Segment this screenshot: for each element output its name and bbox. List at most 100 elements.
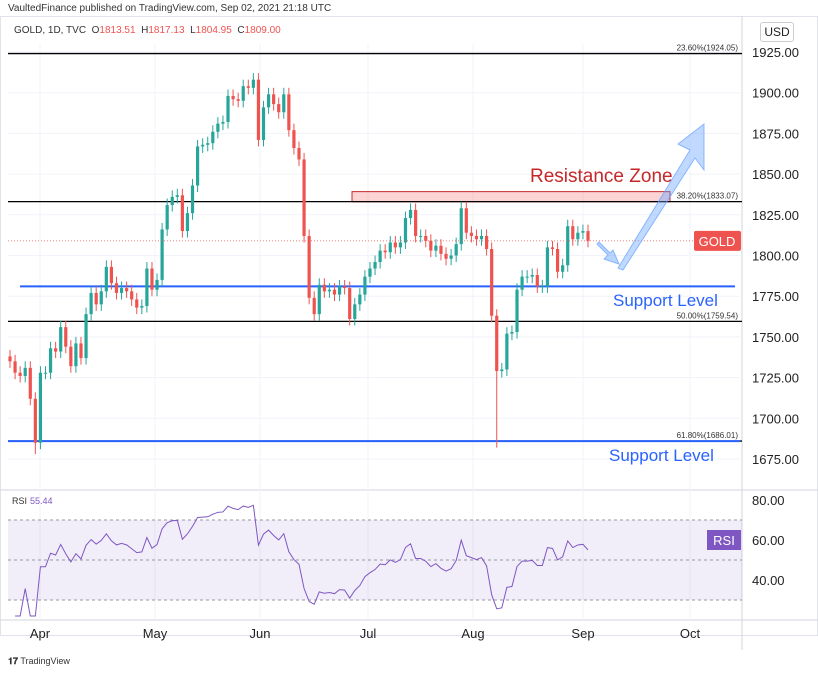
candle-body <box>363 276 367 295</box>
candle <box>419 229 423 243</box>
time-tick-label: Oct <box>680 626 701 641</box>
candle-body <box>155 279 159 290</box>
candle-body <box>48 348 53 373</box>
candle-body <box>449 255 453 259</box>
candle <box>79 336 83 365</box>
candle <box>18 366 22 383</box>
candle-body <box>272 94 276 105</box>
candle <box>444 247 448 266</box>
high-label: H <box>141 25 149 36</box>
candle-body <box>145 268 149 306</box>
candle-body <box>312 297 316 315</box>
candle <box>54 341 58 359</box>
candle-body <box>195 146 200 186</box>
candle-body <box>18 372 22 376</box>
candle <box>135 292 139 315</box>
candle <box>170 190 174 212</box>
high-value: 1817.13 <box>148 25 185 36</box>
candle <box>206 136 210 152</box>
candle-body <box>586 231 590 241</box>
candle <box>272 87 276 111</box>
candle-body <box>211 131 215 144</box>
candle-body <box>358 294 362 305</box>
candle-body <box>297 148 301 160</box>
candle-body <box>332 289 337 295</box>
rsi-tick-label: 80.00 <box>752 493 785 508</box>
candle <box>327 283 332 298</box>
candle-body <box>125 288 129 292</box>
ohlc-legend: GOLD, 1D, TVC O1813.51 H1817.13 L1804.95… <box>14 25 281 36</box>
tradingview-logo[interactable]: 𝟏𝟕 TradingView <box>8 656 70 666</box>
open-label: O <box>91 25 100 36</box>
candle <box>130 284 134 306</box>
resistance-zone-label: Resistance Zone <box>530 166 673 187</box>
candle <box>48 341 53 380</box>
candle-body <box>266 94 271 108</box>
time-tick-label: Aug <box>461 626 484 641</box>
candle-body <box>69 346 73 367</box>
candle <box>414 203 418 243</box>
candle <box>515 283 519 339</box>
candle <box>155 273 159 297</box>
candle-body <box>13 361 17 373</box>
candle <box>292 123 296 155</box>
candle-body <box>545 247 550 287</box>
candle-body <box>287 94 291 131</box>
candle-body <box>343 286 347 289</box>
open-value: 1813.51 <box>99 25 136 36</box>
candle-body <box>160 229 164 280</box>
currency-button[interactable]: USD <box>760 22 794 42</box>
candle-body <box>109 266 114 284</box>
rsi-tick-label: 60.00 <box>752 533 785 548</box>
candle-body <box>515 289 519 333</box>
rsi-line <box>15 504 589 617</box>
candle-body <box>520 276 524 290</box>
candle-body <box>373 262 377 269</box>
candle <box>540 279 544 293</box>
price-tick-label: 1800.00 <box>752 249 799 264</box>
candle <box>408 203 413 225</box>
candle-body <box>251 79 255 88</box>
candle-body <box>414 209 418 236</box>
candle <box>490 242 494 323</box>
candle <box>307 229 311 305</box>
candle-body <box>434 245 438 251</box>
candle <box>33 392 37 455</box>
fib-label: 38.20%(1833.07) <box>677 192 739 201</box>
candle-body <box>540 286 544 288</box>
candle <box>180 188 184 238</box>
candle-body <box>459 208 463 245</box>
candle-body <box>479 235 484 240</box>
candle <box>525 270 529 284</box>
candle <box>561 258 565 279</box>
candle <box>277 97 281 119</box>
candle-body <box>130 291 134 300</box>
rsi-badge <box>707 530 741 550</box>
candle <box>495 309 499 448</box>
candle-body <box>43 372 48 374</box>
candle-body <box>484 235 489 249</box>
candle-body <box>140 305 144 308</box>
candle-body <box>246 86 250 88</box>
candle-body <box>500 369 504 372</box>
candle-body <box>64 327 68 347</box>
symbol-label[interactable]: GOLD, 1D, TVC <box>14 25 87 36</box>
candle <box>520 270 524 297</box>
candle <box>363 270 367 302</box>
candle <box>530 268 534 284</box>
candle <box>459 201 463 251</box>
candle <box>449 248 453 266</box>
candle-body <box>561 265 565 272</box>
up-arrow-icon <box>617 122 705 271</box>
candle <box>484 229 489 256</box>
candle <box>576 226 580 246</box>
candle-body <box>216 123 220 132</box>
candle-body <box>439 245 443 254</box>
candle-body <box>38 372 43 443</box>
candle <box>545 240 550 293</box>
candle-body <box>444 253 448 259</box>
low-label: L <box>190 25 196 36</box>
price-tick-label: 1675.00 <box>752 452 799 467</box>
candle <box>74 336 78 373</box>
